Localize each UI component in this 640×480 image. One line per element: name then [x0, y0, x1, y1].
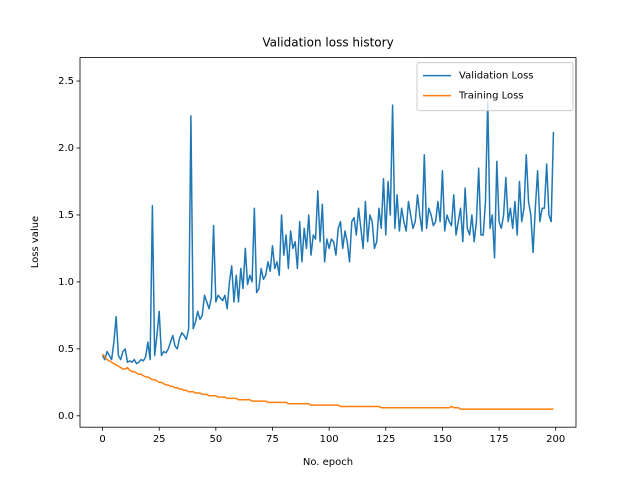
x-tick-label: 150 [433, 434, 452, 445]
y-axis-label: Loss value [30, 216, 41, 268]
plot-frame [79, 57, 577, 428]
x-axis-label: No. epoch [303, 457, 353, 468]
y-tick-label: 2.5 [58, 76, 74, 87]
y-tick-label: 1.0 [58, 277, 74, 288]
legend-label: Validation Loss [459, 71, 534, 82]
x-tick-label: 125 [376, 434, 395, 445]
x-tick-label: 25 [153, 434, 166, 445]
x-tick-label: 100 [320, 434, 339, 445]
x-tick-label: 75 [266, 434, 279, 445]
x-tick-label: 200 [546, 434, 565, 445]
x-tick-label: 50 [209, 434, 222, 445]
y-tick-label: 0.5 [58, 344, 74, 355]
y-tick-label: 0.0 [58, 411, 74, 422]
y-tick-label: 2.0 [58, 143, 74, 154]
x-tick-label: 175 [490, 434, 509, 445]
x-tick-label: 0 [99, 434, 105, 445]
series-line [101, 353, 554, 410]
y-tick-label: 1.5 [58, 210, 74, 221]
legend-box [416, 62, 574, 112]
series-line [101, 100, 555, 365]
plot-area [101, 100, 555, 410]
chart-title: Validation loss history [262, 36, 393, 50]
legend-label: Training Loss [458, 91, 524, 102]
